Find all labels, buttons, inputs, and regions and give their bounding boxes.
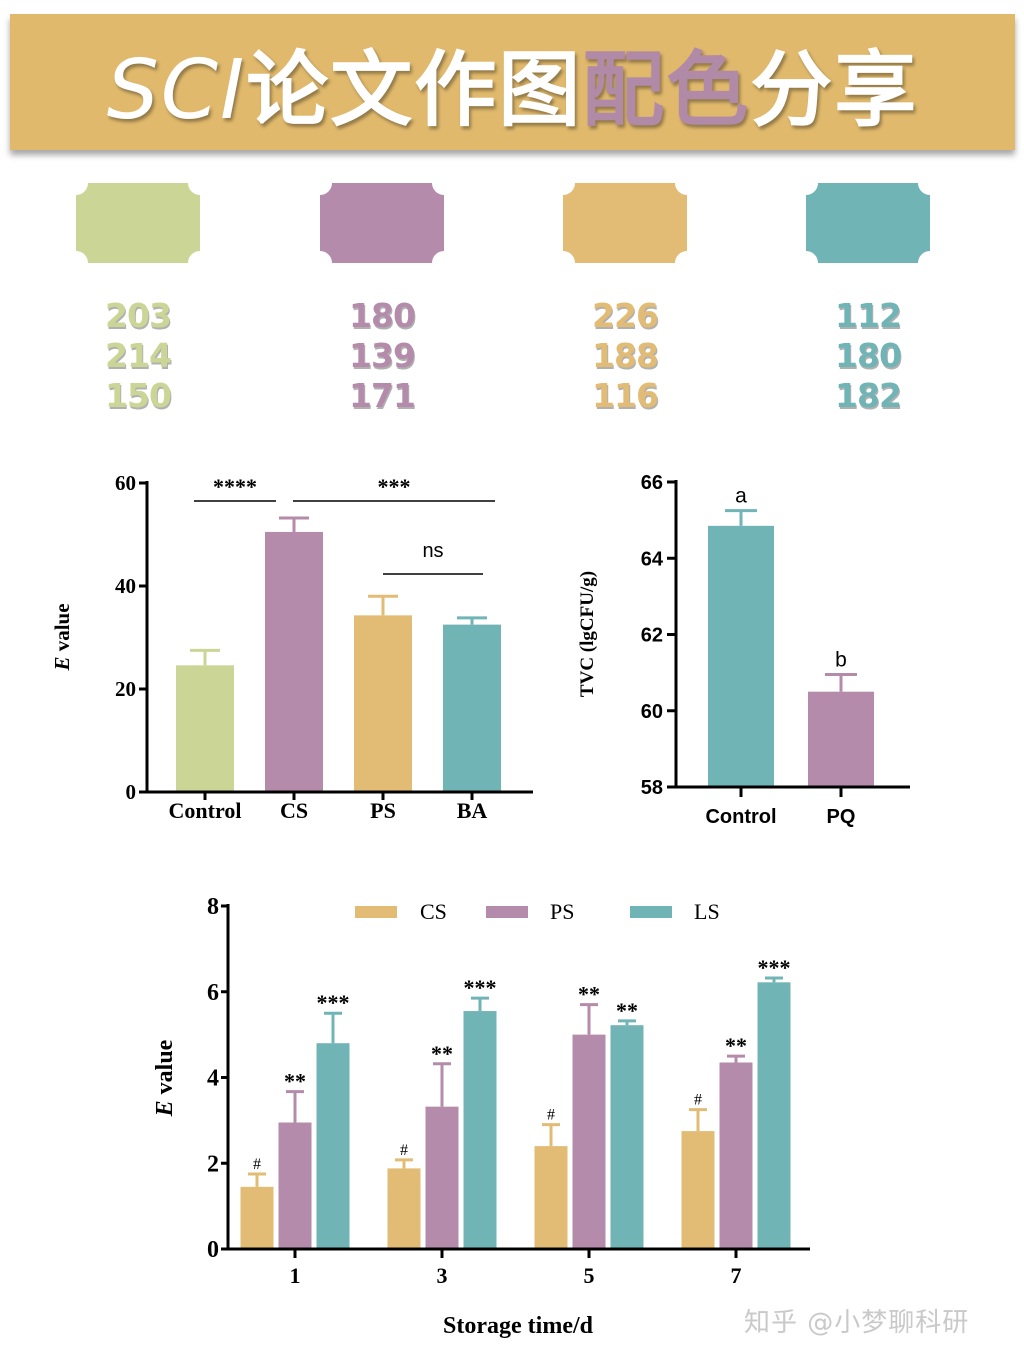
x-axis-label: Storage time/d [443, 1313, 594, 1339]
banner-title-sci: SCI [106, 42, 247, 138]
significance-mark: ** [578, 982, 600, 1007]
bar-ls-day-1 [316, 1043, 350, 1249]
bar-control [708, 525, 774, 787]
significance-mark: ** [616, 998, 638, 1023]
rgb-b-value: 171 [349, 376, 416, 415]
bar-ls-day-7 [757, 982, 791, 1249]
y-tick-label: 0 [207, 1237, 219, 1263]
x-tick-label: Control [705, 806, 776, 828]
bar-ba [443, 624, 501, 792]
legend-swatch-cs [355, 906, 397, 918]
color-swatch-teal [806, 183, 930, 263]
bar-ls-day-5 [610, 1025, 644, 1249]
legend-swatch-ps [486, 906, 528, 918]
rgb-r-value: 203 [105, 296, 172, 335]
color-swatch-yellow [563, 183, 687, 263]
bar-ps-day-3 [425, 1106, 459, 1249]
group-letter: b [835, 649, 847, 672]
y-tick-label: 2 [207, 1151, 219, 1177]
x-tick-label: PQ [827, 806, 856, 828]
banner-title-highlight: 配色 [582, 42, 751, 138]
watermark: 知乎 @小梦聊科研 [744, 1308, 970, 1338]
bar-cs-day-5 [534, 1146, 568, 1249]
bar-control [176, 665, 234, 792]
significance-label: ns [422, 540, 443, 562]
y-tick-label: 64 [641, 548, 664, 570]
y-tick-label: 6 [207, 980, 219, 1006]
significance-mark: *** [464, 975, 497, 1000]
significance-mark: # [253, 1156, 261, 1173]
title-banner: SCI论文作图配色分享 [10, 14, 1015, 150]
bar-pq [808, 691, 874, 787]
rgb-b-value: 116 [592, 376, 659, 415]
significance-label: **** [213, 474, 257, 499]
rgb-r-value: 180 [349, 296, 416, 335]
bar-ps-day-1 [278, 1122, 312, 1249]
significance-mark: ** [725, 1033, 747, 1058]
legend-label-ls: LS [694, 899, 720, 924]
x-tick-label: 5 [584, 1263, 595, 1288]
bar-cs-day-1 [240, 1186, 274, 1249]
bar-ps [354, 615, 412, 792]
color-swatch-green [76, 183, 200, 263]
rgb-b-value: 182 [835, 376, 902, 415]
bar-cs-day-3 [387, 1168, 421, 1249]
y-axis-label: TVC (lgCFU/g) [577, 571, 598, 697]
x-tick-label: 1 [290, 1263, 301, 1288]
rgb-g-value: 188 [592, 336, 659, 375]
y-tick-label: 62 [641, 625, 663, 647]
rgb-values-purple: 180 139 171 [320, 296, 444, 416]
significance-mark: *** [317, 990, 350, 1015]
y-tick-label: 60 [115, 471, 136, 495]
rgb-values-yellow: 226 188 116 [563, 296, 687, 416]
banner-title-mid: 论文作图 [246, 42, 583, 138]
rgb-b-value: 150 [105, 376, 172, 415]
banner-title: SCI论文作图配色分享 [107, 23, 919, 142]
legend-label-ps: PS [550, 899, 574, 924]
significance-label: *** [378, 474, 411, 499]
legend-label-cs: CS [420, 899, 447, 924]
y-tick-label: 8 [207, 894, 219, 920]
bar-cs-day-7 [681, 1131, 715, 1249]
x-tick-label: Control [169, 798, 242, 823]
y-axis-label: E value [152, 1039, 178, 1117]
significance-mark: *** [758, 955, 791, 980]
x-tick-label: 3 [437, 1263, 448, 1288]
rgb-values-teal: 112 180 182 [806, 296, 930, 416]
rgb-values-green: 203 214 150 [76, 296, 200, 416]
significance-mark: # [547, 1107, 555, 1124]
rgb-g-value: 180 [835, 336, 902, 375]
y-axis-label: E value [50, 603, 74, 671]
x-tick-label: 7 [731, 1263, 742, 1288]
rgb-r-value: 226 [592, 296, 659, 335]
group-letter: a [735, 485, 747, 508]
bar-ls-day-3 [463, 1011, 497, 1249]
y-tick-label: 0 [126, 780, 137, 804]
color-swatch-purple [320, 183, 444, 263]
y-tick-label: 66 [641, 472, 663, 494]
bar-cs [265, 531, 323, 792]
y-tick-label: 20 [115, 677, 136, 701]
bar-ps-day-7 [719, 1062, 753, 1249]
significance-mark: ** [431, 1041, 453, 1066]
y-tick-label: 40 [115, 574, 136, 598]
rgb-g-value: 139 [349, 336, 416, 375]
x-tick-label: PS [370, 798, 396, 823]
rgb-g-value: 214 [105, 336, 172, 375]
y-tick-label: 58 [641, 777, 663, 799]
significance-mark: # [694, 1092, 702, 1109]
y-tick-label: 60 [641, 701, 663, 723]
x-tick-label: CS [280, 798, 308, 823]
banner-title-suffix: 分享 [750, 42, 919, 138]
rgb-r-value: 112 [835, 296, 902, 335]
x-tick-label: BA [457, 798, 488, 823]
y-tick-label: 4 [207, 1066, 219, 1092]
significance-mark: ** [284, 1069, 306, 1094]
legend-swatch-ls [630, 906, 672, 918]
bar-ps-day-5 [572, 1034, 606, 1249]
significance-mark: # [400, 1142, 408, 1159]
